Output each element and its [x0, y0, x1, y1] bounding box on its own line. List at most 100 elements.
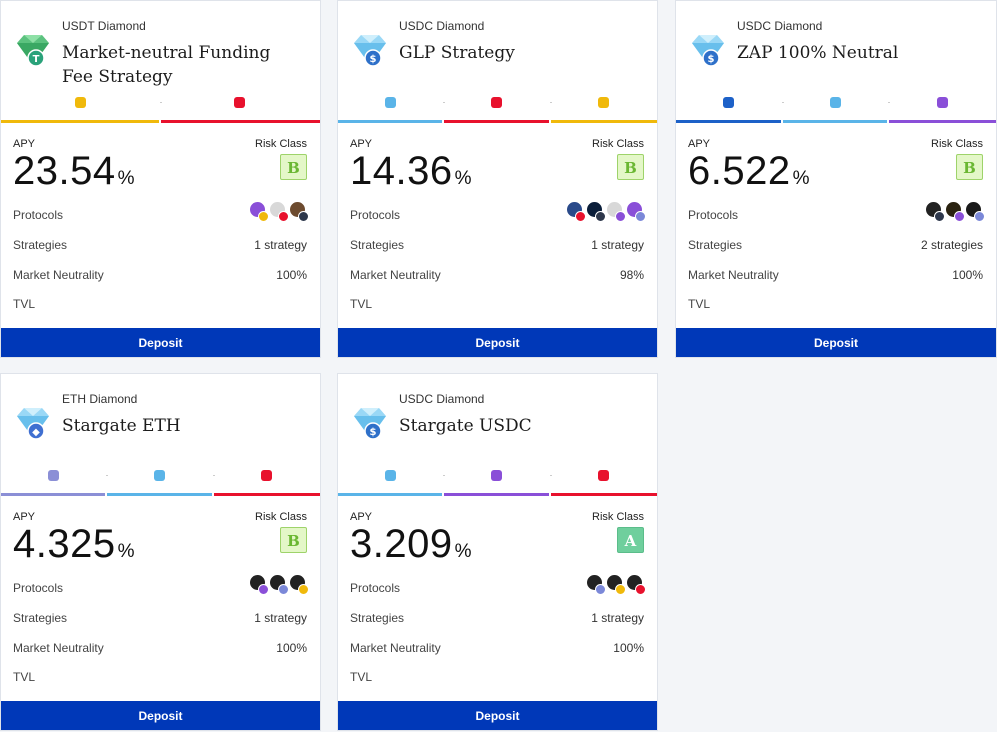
token-color-bar — [338, 120, 443, 123]
neutrality-row: Market Neutrality 98% — [350, 268, 644, 282]
binance-icon[interactable] — [250, 575, 269, 595]
apy-label: APY — [350, 138, 373, 150]
neutrality-value: 100% — [613, 641, 644, 655]
ethereum-icon — [48, 470, 60, 481]
gmx-icon[interactable] — [567, 202, 586, 222]
xswap-icon[interactable] — [587, 202, 606, 222]
vault-title[interactable]: GLP Strategy — [399, 43, 515, 63]
risk-class-label: Risk Class — [931, 138, 983, 150]
separator — [443, 475, 446, 476]
token-color-bar — [550, 493, 657, 496]
tvl-row: TVL — [350, 297, 644, 311]
protocols-row: Protocols — [350, 575, 646, 595]
swap-arrows-icon — [723, 97, 735, 108]
box-protocol-icon[interactable] — [290, 202, 309, 222]
strategies-value: 1 strategy — [591, 238, 644, 252]
token-segment — [444, 462, 552, 496]
deposit-button[interactable]: Deposit — [1, 328, 320, 357]
gold-coin-icon[interactable] — [946, 202, 965, 222]
apy-number: 6.522 — [688, 149, 791, 193]
token-segment — [160, 89, 320, 123]
separator — [888, 102, 891, 103]
vault-title[interactable]: Market-neutral Funding Fee Strategy — [62, 43, 271, 87]
vault-title[interactable]: ZAP 100% Neutral — [737, 43, 899, 63]
deposit-button[interactable]: Deposit — [676, 328, 996, 357]
diamond-usdc-icon: $ — [688, 31, 728, 71]
token-color-bar — [338, 493, 443, 496]
apy-number: 23.54 — [13, 149, 116, 193]
bnb-icon — [74, 97, 86, 108]
strategies-row: Strategies 1 strategy — [13, 238, 307, 252]
lens-protocol-icon[interactable] — [250, 202, 269, 222]
protocols-label: Protocols — [13, 581, 64, 595]
chain-badge-icon — [954, 211, 965, 222]
strategies-value: 2 strategies — [920, 238, 983, 252]
token-color-bar — [213, 493, 320, 496]
tvl-label: TVL — [13, 670, 36, 684]
binance-icon[interactable] — [587, 575, 606, 595]
apy-value: 14.36% — [350, 149, 472, 194]
radiant-icon[interactable] — [966, 202, 985, 222]
vault-title[interactable]: Stargate USDC — [399, 416, 532, 436]
apy-number: 4.325 — [13, 522, 116, 566]
neutrality-label: Market Neutrality — [688, 268, 779, 282]
token-segment — [107, 462, 215, 496]
apy-number: 3.209 — [350, 522, 453, 566]
vault-card[interactable]: ◆ ETH Diamond Stargate ETH APY 4.325% Ri… — [0, 373, 321, 731]
binance-icon[interactable] — [290, 575, 309, 595]
token-segment — [338, 462, 446, 496]
tvl-row: TVL — [13, 670, 307, 684]
tvl-row: TVL — [13, 297, 307, 311]
deposit-button[interactable]: Deposit — [1, 701, 320, 730]
vault-card[interactable]: T USDT Diamond Market-neutral Funding Fe… — [0, 0, 321, 358]
vault-card[interactable]: $ USDC Diamond ZAP 100% Neutral APY 6.52… — [675, 0, 997, 358]
deposit-button[interactable]: Deposit — [338, 701, 657, 730]
vault-card[interactable]: $ USDC Diamond Stargate USDC APY 3.209% … — [337, 373, 658, 731]
chain-badge-icon — [934, 211, 945, 222]
chainlink-icon — [936, 97, 948, 108]
strategies-label: Strategies — [13, 611, 68, 625]
vault-title[interactable]: Stargate ETH — [62, 416, 181, 436]
token-color-bar — [676, 120, 781, 123]
diamond-usdc-icon: $ — [350, 31, 390, 71]
vault-card[interactable]: $ USDC Diamond GLP Strategy APY 14.36% R… — [337, 0, 658, 358]
protocols-row: Protocols — [13, 575, 309, 595]
arbitrum-icon — [830, 97, 841, 108]
token-segment — [550, 89, 657, 123]
vault-pair: USDC Diamond — [399, 19, 485, 33]
binance-icon[interactable] — [926, 202, 945, 222]
vault-pair: USDT Diamond — [62, 19, 146, 33]
tvl-label: TVL — [350, 297, 373, 311]
binance-icon[interactable] — [627, 575, 646, 595]
paper-wallet-icon[interactable] — [607, 202, 626, 222]
dforce-icon — [491, 97, 503, 108]
paper-wallet-icon[interactable] — [270, 202, 289, 222]
separator — [212, 475, 215, 476]
strategies-value: 1 strategy — [591, 611, 644, 625]
neutrality-row: Market Neutrality 100% — [350, 641, 644, 655]
lens-protocol-icon[interactable] — [627, 202, 646, 222]
binance-icon[interactable] — [270, 575, 289, 595]
tvl-row: TVL — [688, 297, 983, 311]
token-color-bar — [782, 120, 888, 123]
protocol-icons — [564, 202, 646, 222]
arbitrum-icon — [385, 470, 397, 481]
vault-pair: ETH Diamond — [62, 392, 138, 406]
apy-label: APY — [350, 511, 373, 523]
token-strip — [338, 89, 657, 123]
apy-label: APY — [13, 138, 36, 150]
protocols-row: Protocols — [13, 202, 309, 222]
risk-class-label: Risk Class — [255, 511, 307, 523]
strategies-row: Strategies 2 strategies — [688, 238, 983, 252]
token-segment — [550, 462, 657, 496]
dforce-icon — [597, 470, 609, 481]
protocols-row: Protocols — [350, 202, 646, 222]
token-color-bar — [160, 120, 320, 123]
binance-icon[interactable] — [607, 575, 626, 595]
apy-value: 23.54% — [13, 149, 135, 194]
token-strip — [338, 462, 657, 496]
token-segment — [1, 89, 162, 123]
deposit-button[interactable]: Deposit — [338, 328, 657, 357]
svg-text:$: $ — [708, 54, 715, 65]
protocol-icons — [923, 202, 985, 222]
